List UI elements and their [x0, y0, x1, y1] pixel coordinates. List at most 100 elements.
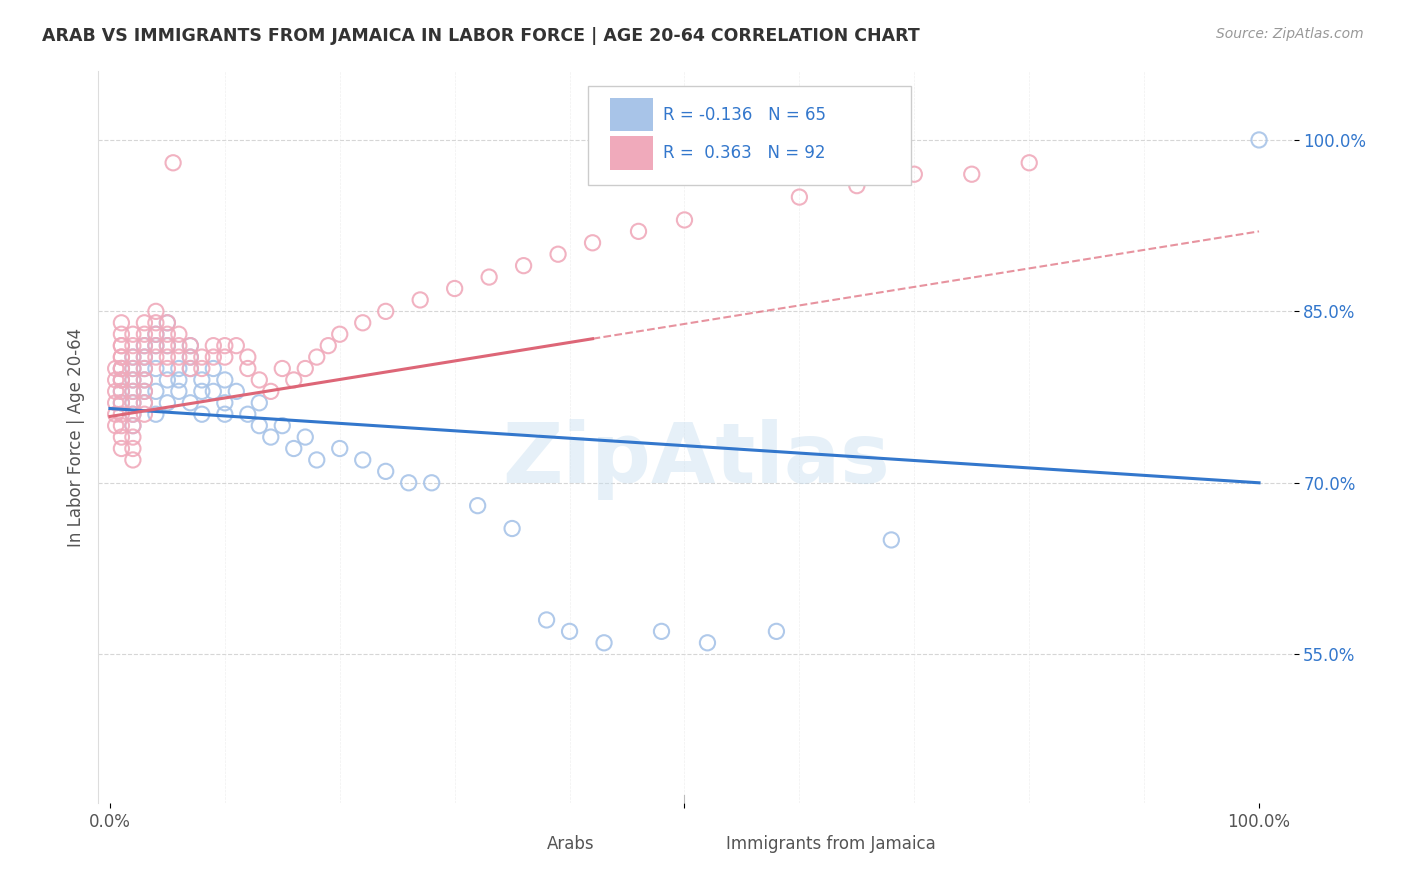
- Point: [191, 361, 214, 376]
- Point: [236, 350, 259, 364]
- Point: [110, 339, 132, 353]
- Point: [547, 247, 569, 261]
- Point: [627, 224, 650, 238]
- Point: [104, 396, 127, 410]
- Point: [696, 636, 718, 650]
- Point: [145, 316, 167, 330]
- Point: [122, 384, 145, 399]
- Point: [134, 350, 156, 364]
- Point: [110, 396, 132, 410]
- Point: [409, 293, 432, 307]
- Point: [225, 384, 247, 399]
- Point: [134, 327, 156, 342]
- Point: [110, 430, 132, 444]
- Y-axis label: In Labor Force | Age 20-64: In Labor Force | Age 20-64: [66, 327, 84, 547]
- Point: [156, 327, 179, 342]
- Point: [236, 361, 259, 376]
- Point: [110, 373, 132, 387]
- Point: [156, 396, 179, 410]
- Point: [593, 636, 616, 650]
- Point: [145, 350, 167, 364]
- Text: R =  0.363   N = 92: R = 0.363 N = 92: [662, 145, 825, 162]
- Point: [650, 624, 672, 639]
- Point: [122, 430, 145, 444]
- Point: [104, 361, 127, 376]
- Point: [156, 361, 179, 376]
- Point: [179, 350, 201, 364]
- Point: [247, 418, 270, 433]
- Point: [156, 339, 179, 353]
- Point: [122, 373, 145, 387]
- Point: [478, 270, 501, 285]
- Point: [122, 361, 145, 376]
- Point: [134, 350, 156, 364]
- Text: ZipAtlas: ZipAtlas: [502, 418, 890, 500]
- Point: [156, 316, 179, 330]
- Point: [283, 442, 305, 456]
- Point: [214, 339, 236, 353]
- Point: [1018, 155, 1040, 169]
- Point: [122, 384, 145, 399]
- Point: [236, 407, 259, 421]
- Text: Source: ZipAtlas.com: Source: ZipAtlas.com: [1216, 27, 1364, 41]
- Text: ARAB VS IMMIGRANTS FROM JAMAICA IN LABOR FORCE | AGE 20-64 CORRELATION CHART: ARAB VS IMMIGRANTS FROM JAMAICA IN LABOR…: [42, 27, 920, 45]
- Point: [110, 339, 132, 353]
- Point: [134, 396, 156, 410]
- Point: [134, 407, 156, 421]
- Point: [420, 475, 443, 490]
- Point: [134, 361, 156, 376]
- Point: [191, 350, 214, 364]
- Point: [167, 327, 190, 342]
- Point: [305, 350, 328, 364]
- Point: [134, 316, 156, 330]
- Point: [122, 418, 145, 433]
- Point: [134, 384, 156, 399]
- Point: [145, 384, 167, 399]
- Point: [1247, 133, 1270, 147]
- Point: [225, 339, 247, 353]
- Point: [191, 407, 214, 421]
- Point: [260, 384, 283, 399]
- Point: [122, 396, 145, 410]
- Point: [398, 475, 420, 490]
- Point: [122, 327, 145, 342]
- Point: [145, 339, 167, 353]
- Point: [122, 350, 145, 364]
- Point: [214, 350, 236, 364]
- Point: [512, 259, 534, 273]
- Point: [104, 373, 127, 387]
- Point: [122, 407, 145, 421]
- Point: [156, 316, 179, 330]
- Point: [156, 339, 179, 353]
- Point: [110, 407, 132, 421]
- Point: [104, 384, 127, 399]
- Point: [880, 533, 903, 547]
- Point: [329, 442, 352, 456]
- Point: [329, 327, 352, 342]
- Point: [110, 373, 132, 387]
- Point: [145, 407, 167, 421]
- Point: [789, 190, 811, 204]
- Point: [443, 281, 465, 295]
- Point: [352, 316, 374, 330]
- Point: [110, 316, 132, 330]
- Point: [110, 361, 132, 376]
- Point: [134, 373, 156, 387]
- Point: [374, 304, 396, 318]
- Point: [179, 361, 201, 376]
- Point: [110, 384, 132, 399]
- Point: [122, 418, 145, 433]
- Point: [104, 407, 127, 421]
- Point: [122, 442, 145, 456]
- Point: [134, 361, 156, 376]
- Point: [122, 407, 145, 421]
- Point: [104, 418, 127, 433]
- Point: [283, 373, 305, 387]
- Point: [179, 350, 201, 364]
- Point: [145, 327, 167, 342]
- FancyBboxPatch shape: [589, 86, 911, 185]
- Text: Arabs: Arabs: [547, 835, 595, 853]
- Point: [247, 396, 270, 410]
- Point: [960, 167, 983, 181]
- Point: [134, 396, 156, 410]
